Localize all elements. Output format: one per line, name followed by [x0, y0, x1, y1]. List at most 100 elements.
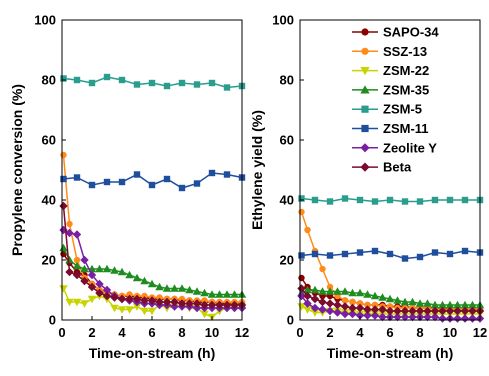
right-point-beta [408, 306, 417, 316]
right-point-zsm-5 [386, 196, 394, 204]
left-point-zsm-35 [162, 284, 172, 292]
right-point-beta [355, 303, 365, 313]
right-point-zsm-35 [453, 300, 462, 309]
legend: SAPO-34 SSZ-13 ZSM-22 ZSM-35 ZSM-5 ZSM-11 Zeol… [352, 25, 439, 175]
left-point-zsm-35 [72, 261, 82, 270]
left-point-zsm-22 [200, 310, 209, 319]
left-point-zsm-11 [208, 169, 216, 177]
right-point-zsm-35 [333, 287, 342, 295]
left-point-ssz-13 [178, 295, 186, 303]
right-point-ssz-13 [349, 298, 356, 306]
left-x-axis-label: Time-on-stream (h) [89, 345, 216, 361]
right-point-zsm-35 [378, 293, 387, 301]
right-point-zsm-11 [356, 249, 364, 256]
left-point-beta [147, 296, 157, 305]
right-point-zsm-35 [310, 285, 320, 294]
right-point-beta [385, 306, 395, 316]
right-point-zsm-35 [340, 287, 350, 295]
left-point-zsm-35 [177, 284, 187, 292]
left-point-zsm-5 [193, 81, 201, 88]
right-point-zsm-22 [303, 306, 312, 314]
right-point-zeolite-y [423, 312, 432, 322]
right-point-zsm-35 [423, 299, 432, 307]
right-x-tick-label: 4 [356, 325, 364, 340]
legend-marker-beta [360, 162, 370, 172]
right-point-zeolite-y [303, 299, 312, 308]
right-point-beta [370, 305, 380, 314]
left-point-zsm-11 [193, 180, 201, 187]
right-point-beta [445, 306, 455, 316]
right-point-beta [325, 299, 335, 308]
left-point-beta [102, 291, 112, 301]
left-point-beta [222, 300, 232, 310]
right-point-zsm-11 [386, 250, 394, 258]
right-point-zsm-11 [461, 247, 469, 255]
right-point-zsm-11 [311, 250, 319, 258]
left-point-beta [207, 300, 217, 310]
right-point-zsm-35 [408, 297, 417, 306]
left-point-zsm-35 [155, 282, 164, 291]
left-point-zsm-35 [192, 287, 202, 295]
right-point-zsm-22 [310, 309, 320, 317]
right-point-sapo-34 [298, 274, 305, 282]
left-point-zeolite-y [170, 302, 179, 311]
left-point-zsm-22 [147, 307, 157, 316]
left-point-zsm-35 [170, 284, 179, 292]
right-point-zsm-35 [385, 294, 395, 303]
left-point-beta [65, 267, 74, 277]
right-point-zsm-35 [445, 300, 455, 309]
left-point-ssz-13 [201, 297, 208, 304]
left-point-beta [59, 201, 68, 211]
right-point-zsm-5 [371, 198, 379, 205]
left-point-ssz-13 [126, 291, 133, 298]
right-point-zeolite-y [348, 309, 357, 319]
left-point-ssz-13 [60, 151, 67, 159]
right-point-zsm-35 [370, 291, 380, 300]
legend-label-zeolite-y: Zeolite Y [383, 140, 437, 155]
left-x-tick-label: 8 [178, 325, 185, 340]
right-point-zeolite-y [378, 312, 387, 322]
left-point-beta [95, 288, 104, 298]
left-series-line-ssz-13 [62, 154, 242, 303]
left-point-zsm-11 [133, 171, 141, 178]
left-point-zeolite-y [102, 285, 112, 295]
left-point-zsm-11 [103, 178, 111, 186]
left-point-beta [170, 297, 179, 307]
legend-label-ssz-13: SSZ-13 [383, 44, 427, 59]
left-point-zsm-35 [110, 266, 119, 274]
right-point-zsm-11 [298, 252, 305, 259]
right-point-zeolite-y [318, 305, 327, 314]
left-point-zsm-11 [60, 175, 67, 183]
right-point-beta [393, 306, 402, 316]
right-point-beta [363, 305, 372, 314]
left-point-zeolite-y [72, 230, 82, 239]
right-point-zeolite-y [333, 308, 342, 317]
left-point-zeolite-y [95, 279, 104, 289]
right-point-zeolite-y [297, 291, 306, 301]
right-point-ssz-13 [341, 297, 349, 304]
right-point-beta [303, 291, 312, 301]
right-point-zeolite-y [340, 309, 350, 319]
left-point-zsm-35 [80, 264, 89, 273]
left-point-zsm-35 [102, 264, 112, 273]
left-point-zsm-35 [207, 290, 217, 298]
left-y-tick-label: 80 [42, 73, 56, 88]
right-point-zsm-5 [431, 196, 439, 204]
right-point-zsm-11 [371, 247, 379, 255]
left-x-tick-label: 10 [205, 325, 219, 340]
right-point-beta [460, 306, 470, 316]
left-point-zsm-22 [87, 295, 97, 304]
left-point-zsm-22 [65, 298, 74, 307]
right-x-tick-label: 10 [443, 325, 457, 340]
left-point-zsm-35 [125, 270, 134, 279]
left-point-zsm-22 [110, 304, 119, 313]
right-point-zsm-11 [401, 255, 409, 262]
right-point-ssz-13 [298, 208, 305, 216]
left-point-zsm-35 [230, 290, 239, 298]
right-y-tick-label: 40 [280, 193, 294, 208]
left-y-tick-label: 100 [34, 13, 56, 28]
right-point-zsm-35 [468, 300, 477, 309]
left-point-beta [185, 299, 194, 308]
left-point-beta [87, 282, 97, 292]
left-plot-area [59, 73, 247, 322]
